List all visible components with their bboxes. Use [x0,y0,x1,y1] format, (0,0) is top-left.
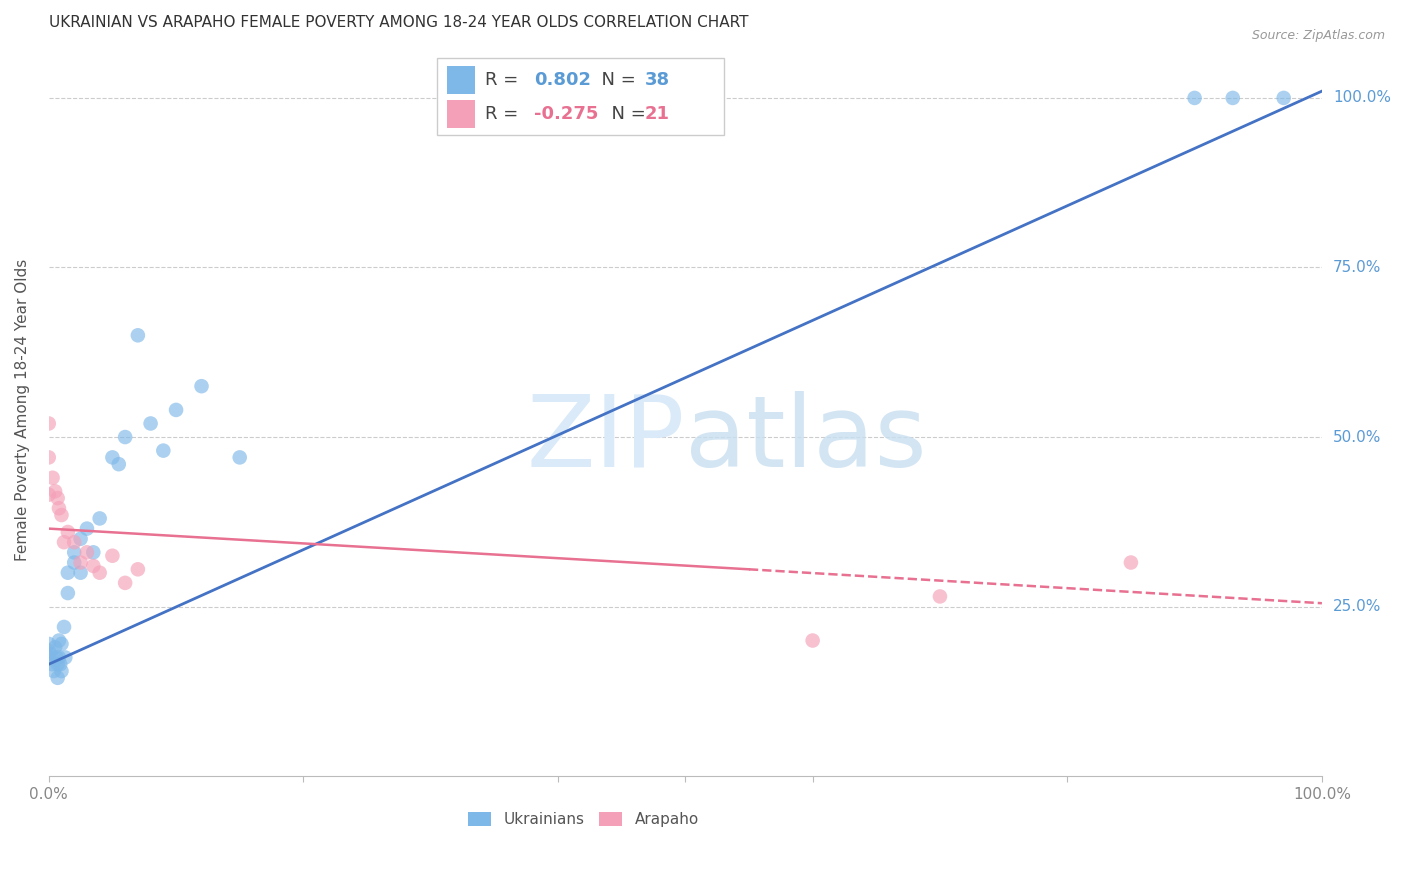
Point [41,471,63,485]
Text: R =: R = [485,104,524,123]
Point [101,549,124,563]
Point [45,650,67,665]
Point [53,620,76,634]
Text: Source: ZipAtlas.com: Source: ZipAtlas.com [1251,29,1385,42]
Text: 21: 21 [644,104,669,123]
Point [89,511,111,525]
Point [56,524,79,539]
Point [38,417,60,431]
Bar [447,66,475,94]
Point [69,556,91,570]
Point [46,657,69,672]
Legend: Ukrainians, Arapaho: Ukrainians, Arapaho [468,812,699,827]
Text: N =: N = [600,104,651,123]
Text: R =: R = [485,70,524,89]
Text: N =: N = [591,70,641,89]
Point [190,379,212,393]
Point [48,633,70,648]
Point [82,545,104,559]
Text: 75.0%: 75.0% [1333,260,1381,275]
Point [51,637,73,651]
Point [38,650,60,665]
Point [929,590,952,604]
Point [152,443,174,458]
Point [56,586,79,600]
Point [38,643,60,657]
Point [39,647,62,661]
Point [49,657,72,672]
Point [801,633,824,648]
Point [51,664,73,678]
Point [228,450,250,465]
Point [69,566,91,580]
Point [41,657,63,672]
Point [107,457,129,471]
Point [44,640,66,655]
Text: UKRAINIAN VS ARAPAHO FEMALE POVERTY AMONG 18-24 YEAR OLDS CORRELATION CHART: UKRAINIAN VS ARAPAHO FEMALE POVERTY AMON… [49,15,748,30]
Bar [447,100,475,128]
Point [101,450,124,465]
Point [38,637,60,651]
Text: 25.0%: 25.0% [1333,599,1381,614]
Point [76,545,98,559]
Point [63,535,86,549]
Text: 50.0%: 50.0% [1333,430,1381,444]
Point [46,671,69,685]
Point [127,562,149,576]
Point [1119,556,1142,570]
Text: ZIP: ZIP [527,391,685,488]
Point [127,328,149,343]
Point [76,522,98,536]
Point [38,488,60,502]
Point [53,650,76,665]
Point [1184,91,1206,105]
FancyBboxPatch shape [437,58,724,136]
Point [38,450,60,465]
Point [44,484,66,499]
Point [89,566,111,580]
Point [82,558,104,573]
Point [48,501,70,516]
Text: 100.0%: 100.0% [1333,90,1391,105]
Text: atlas: atlas [685,391,927,488]
Y-axis label: Female Poverty Among 18-24 Year Olds: Female Poverty Among 18-24 Year Olds [15,259,30,561]
Point [114,575,136,590]
Point [46,491,69,505]
Point [114,430,136,444]
Point [48,650,70,665]
Point [56,566,79,580]
Point [63,556,86,570]
Point [139,417,162,431]
Point [1222,91,1244,105]
Text: 0.802: 0.802 [534,70,591,89]
Point [69,532,91,546]
Point [165,403,187,417]
Text: -0.275: -0.275 [534,104,598,123]
Text: 38: 38 [644,70,669,89]
Point [1272,91,1295,105]
Point [63,545,86,559]
Point [42,664,65,678]
Point [51,508,73,522]
Point [53,535,76,549]
